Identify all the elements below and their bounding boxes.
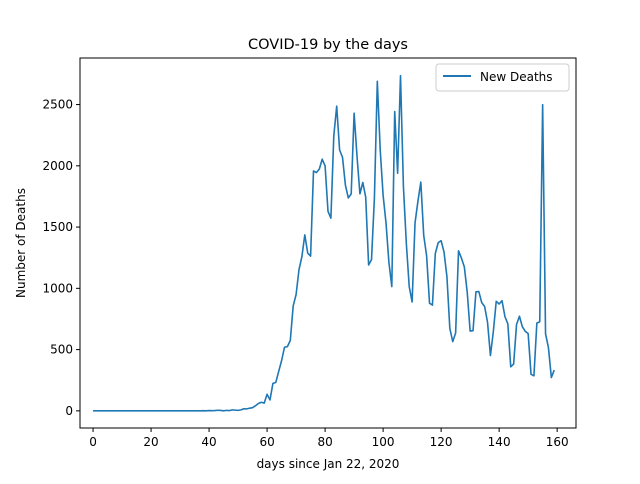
series-layer [93, 74, 555, 412]
x-tick-label: 140 [488, 435, 511, 449]
legend: New Deaths [435, 63, 570, 92]
y-axis-ticks: 0 500 1000 1500 2000 2500 [42, 98, 80, 418]
x-tick-label: 60 [259, 435, 274, 449]
chart-title: COVID-19 by the days [248, 37, 408, 53]
y-tick-label: 500 [50, 343, 73, 357]
x-tick-label: 40 [201, 435, 216, 449]
x-axis-ticks: 0 20 40 60 80 100 120 140 160 [89, 428, 569, 449]
y-tick-label: 0 [65, 404, 73, 418]
axes-frame [79, 57, 577, 429]
x-axis-label: days since Jan 22, 2020 [257, 457, 400, 471]
x-tick-label: 0 [89, 435, 97, 449]
x-tick-label: 100 [372, 435, 395, 449]
y-tick-label: 1500 [42, 220, 73, 234]
plot-area: 0 20 40 60 80 100 120 140 160 0 500 1000 1500 2000 25… [42, 57, 577, 449]
x-tick-label: 80 [317, 435, 332, 449]
y-tick-label: 2500 [42, 98, 73, 112]
y-tick-label: 1000 [42, 281, 73, 295]
legend-box [435, 63, 570, 92]
x-tick-label: 120 [430, 435, 453, 449]
series-line-new-deaths [93, 74, 555, 412]
y-tick-label: 2000 [42, 159, 73, 173]
legend-label: New Deaths [480, 70, 553, 84]
x-tick-label: 160 [546, 435, 569, 449]
x-tick-label: 20 [143, 435, 158, 449]
y-axis-label: Number of Deaths [14, 188, 28, 298]
